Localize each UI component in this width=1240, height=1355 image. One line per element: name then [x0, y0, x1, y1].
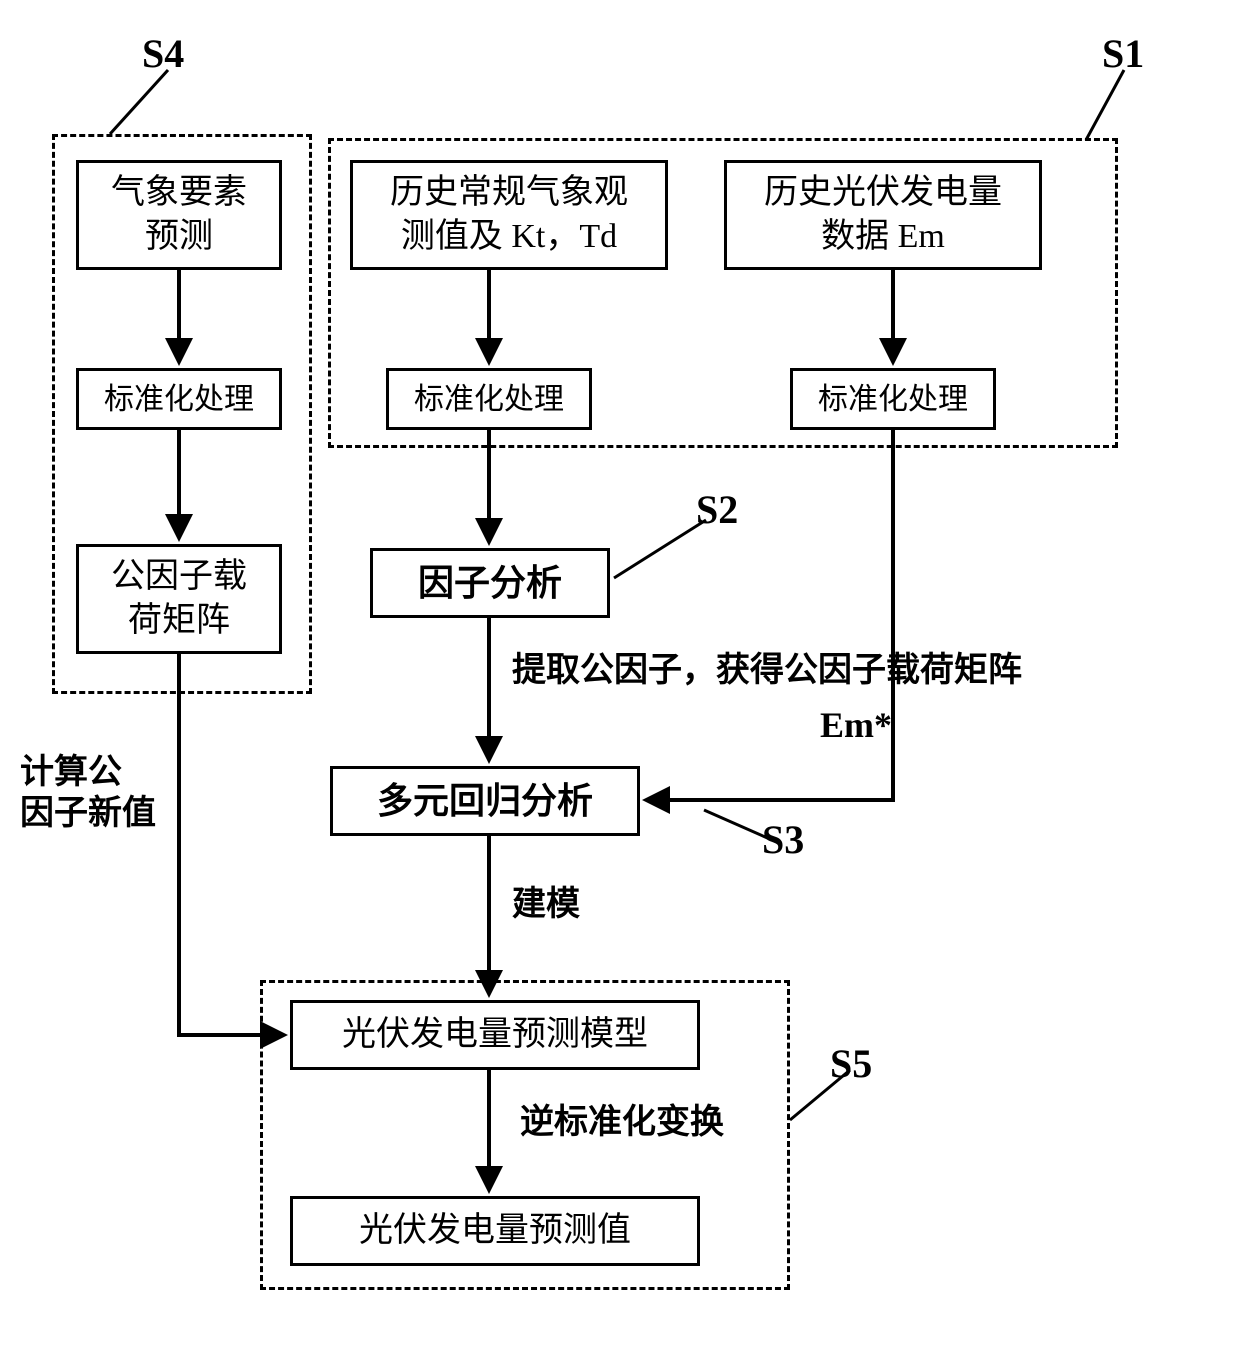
- box-regression-analysis: 多元回归分析: [330, 766, 640, 836]
- box-historical-pv: 历史光伏发电量数据 Em: [724, 160, 1042, 270]
- box-historical-meteo: 历史常规气象观测值及 Kt，Td: [350, 160, 668, 270]
- box-s1-normalize-right: 标准化处理: [790, 368, 996, 430]
- box-factor-analysis: 因子分析: [370, 548, 610, 618]
- box-factor-loading-matrix: 公因子载荷矩阵: [76, 544, 282, 654]
- box-pv-prediction-model: 光伏发电量预测模型: [290, 1000, 700, 1070]
- box-s4-normalize: 标准化处理: [76, 368, 282, 430]
- box-s1-normalize-left: 标准化处理: [386, 368, 592, 430]
- callout-s3: S3: [762, 816, 804, 863]
- callout-s4: S4: [142, 30, 184, 77]
- label-modeling: 建模: [512, 884, 580, 925]
- label-em-star: Em*: [820, 704, 892, 747]
- label-calc-new-factor-values: 计算公因子新值: [20, 752, 156, 834]
- box-pv-prediction-value: 光伏发电量预测值: [290, 1196, 700, 1266]
- label-extract-common-factors: 提取公因子，获得公因子载荷矩阵: [512, 650, 1022, 691]
- callout-s2: S2: [696, 486, 738, 533]
- callout-s1: S1: [1102, 30, 1144, 77]
- box-meteo-forecast: 气象要素预测: [76, 160, 282, 270]
- callout-s5: S5: [830, 1040, 872, 1087]
- label-inverse-normalize: 逆标准化变换: [520, 1102, 724, 1143]
